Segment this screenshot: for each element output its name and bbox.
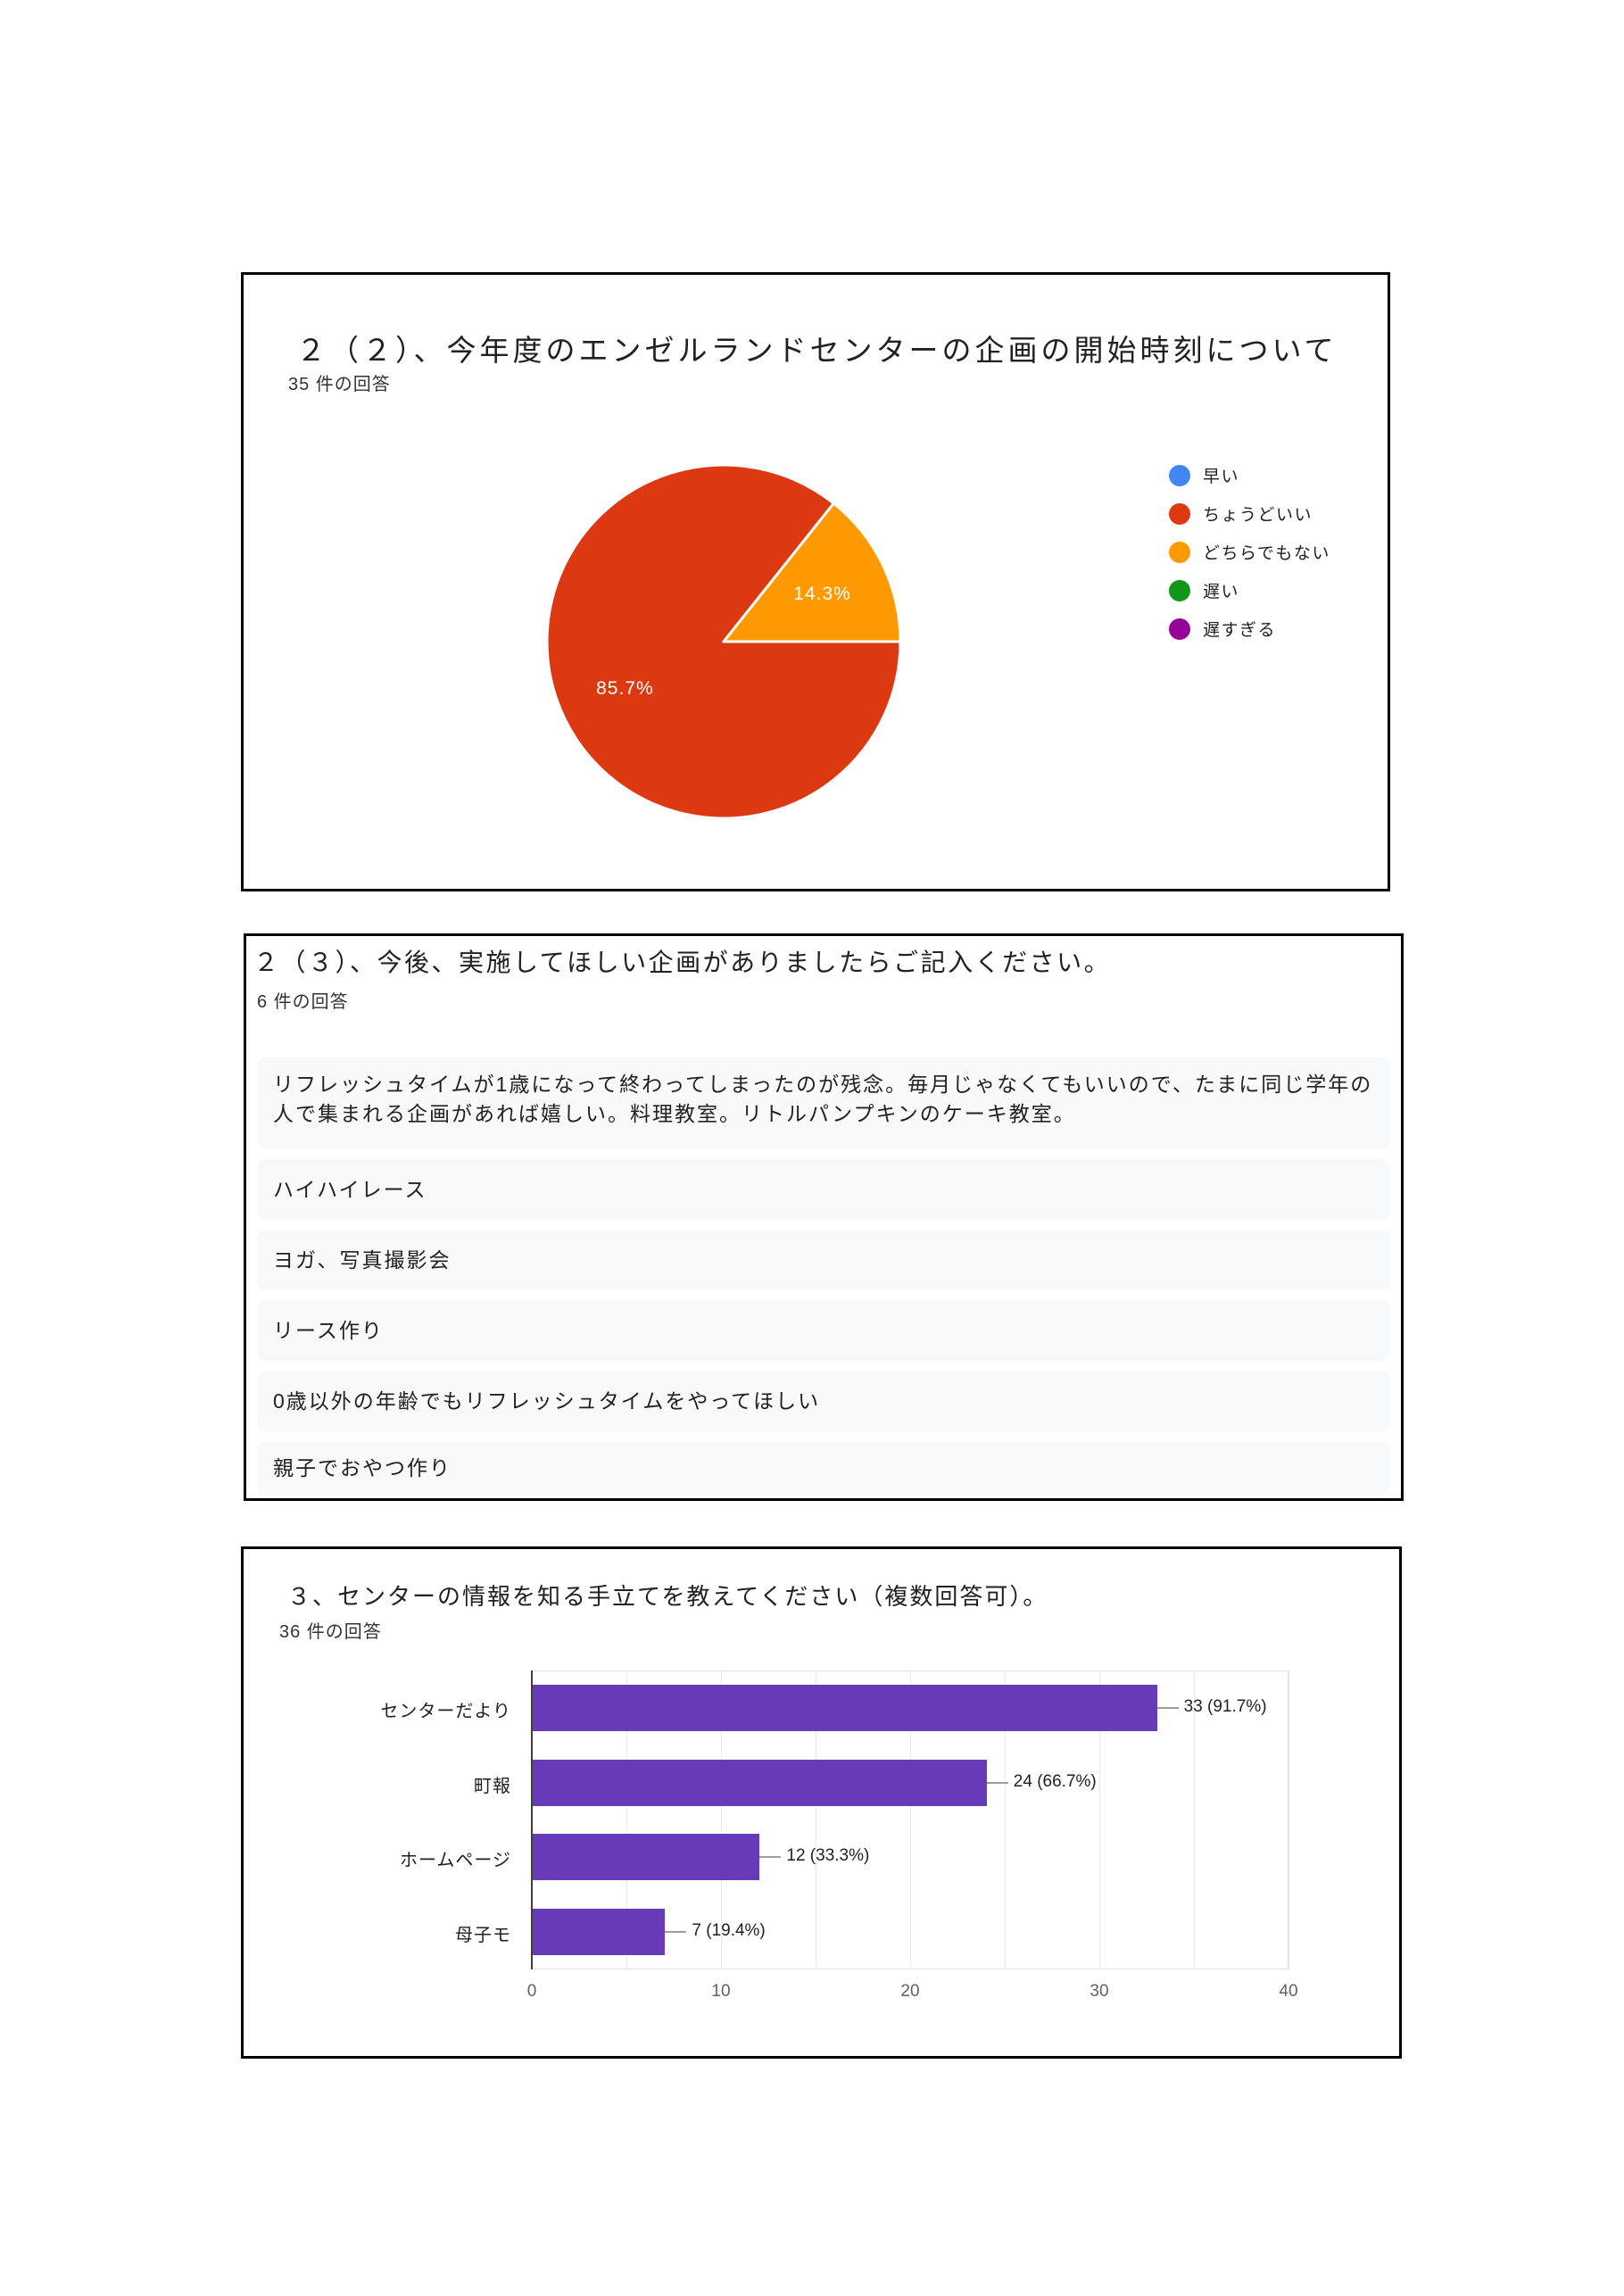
bar-value-label: 24 (66.7%) bbox=[1013, 1771, 1097, 1791]
bar bbox=[533, 1684, 1157, 1731]
bar bbox=[533, 1834, 760, 1881]
legend-dot-icon bbox=[1169, 579, 1190, 601]
response-count: 36 件の回答 bbox=[279, 1622, 382, 1642]
legend-label: ちょうどいい bbox=[1203, 506, 1313, 525]
bar bbox=[533, 1759, 987, 1806]
legend-label: 遅すぎる bbox=[1203, 621, 1277, 640]
value-connector-line bbox=[759, 1856, 782, 1859]
pie-slice bbox=[722, 501, 902, 643]
legend-item: 遅すぎる bbox=[1169, 609, 1330, 648]
legend-item: 遅い bbox=[1169, 571, 1330, 609]
bar-chart: センターだより 33 (91.7%) 町報 24 (66.7%) ホームページ 12 (3… bbox=[244, 1549, 1399, 2056]
grid-line bbox=[721, 1670, 722, 1969]
legend-item: ちょうどいい bbox=[1169, 494, 1330, 533]
pie-slice-label: 85.7% bbox=[596, 678, 654, 700]
response-item: リフレッシュタイムが1歳になって終わってしまったのが残念。毎月じゃなくてもいいの… bbox=[257, 1057, 1390, 1149]
response-item: ヨガ、写真撮影会 bbox=[257, 1230, 1390, 1290]
question-title: ２（２）、今年度のエンゼルランドセンターの企画の開始時刻について bbox=[296, 334, 1338, 367]
x-tick-label: 20 bbox=[900, 1982, 920, 2001]
legend-label: どちらでもない bbox=[1203, 544, 1330, 563]
grid-line bbox=[1194, 1670, 1195, 1969]
grid-line bbox=[910, 1670, 911, 1969]
pie-chart-svg bbox=[545, 463, 902, 820]
response-text: 0歳以外の年齢でもリフレッシュタイムをやってほしい bbox=[273, 1388, 821, 1413]
question-title: ２（３）、今後、実施してほしい企画がありましたらご記入ください。 bbox=[253, 949, 1112, 976]
bar-category-label: ホームページ bbox=[400, 1851, 511, 1871]
bar-category-label: 町報 bbox=[474, 1776, 511, 1796]
response-item: 0歳以外の年齢でもリフレッシュタイムをやってほしい bbox=[257, 1371, 1390, 1431]
x-tick-label: 0 bbox=[526, 1982, 537, 2001]
question-panel-info-sources: ３、センターの情報を知る手立てを教えてください（複数回答可）。 36 件の回答 … bbox=[241, 1546, 1402, 2059]
grid-line bbox=[1005, 1670, 1006, 1969]
bar-category-label: 母子モ bbox=[455, 1926, 511, 1946]
legend-dot-icon bbox=[1169, 464, 1190, 486]
response-count: 6 件の回答 bbox=[257, 992, 349, 1012]
legend-label: 遅い bbox=[1203, 583, 1240, 601]
response-text: 親子でおやつ作り bbox=[273, 1455, 452, 1480]
response-text: ハイハイレース bbox=[273, 1177, 427, 1201]
bar bbox=[533, 1909, 666, 1956]
legend-dot-icon bbox=[1169, 541, 1190, 563]
bar-category-label: センターだより bbox=[380, 1701, 511, 1721]
value-connector-line bbox=[1156, 1706, 1179, 1709]
response-item: リース作り bbox=[257, 1300, 1390, 1361]
question-title: ３、センターの情報を知る手立てを教えてください（複数回答可）。 bbox=[287, 1583, 1048, 1610]
x-tick-label: 40 bbox=[1279, 1982, 1298, 2001]
grid-line bbox=[626, 1670, 627, 1969]
bar-value-label: 7 (19.4%) bbox=[692, 1921, 766, 1941]
pie-slice-label: 14.3% bbox=[793, 583, 851, 604]
response-count: 35 件の回答 bbox=[288, 375, 391, 394]
question-panel-start-time: ２（２）、今年度のエンゼルランドセンターの企画の開始時刻について 35 件の回答… bbox=[241, 272, 1390, 891]
response-text: リース作り bbox=[273, 1318, 384, 1342]
grid-line bbox=[1099, 1670, 1100, 1969]
legend-label: 早い bbox=[1203, 468, 1240, 486]
legend-dot-icon bbox=[1169, 502, 1190, 525]
legend-dot-icon bbox=[1169, 618, 1190, 640]
legend-item: どちらでもない bbox=[1169, 533, 1330, 571]
legend-item: 早い bbox=[1169, 456, 1330, 494]
grid-line bbox=[1288, 1670, 1289, 1969]
value-connector-line bbox=[986, 1781, 1008, 1784]
pie-chart: 85.7% 14.3% bbox=[544, 462, 903, 821]
response-text: ヨガ、写真撮影会 bbox=[273, 1247, 452, 1272]
bar-value-label: 33 (91.7%) bbox=[1183, 1696, 1267, 1716]
value-connector-line bbox=[665, 1931, 687, 1934]
question-panel-requests: ２（３）、今後、実施してほしい企画がありましたらご記入ください。 6 件の回答 … bbox=[244, 933, 1404, 1501]
response-item: 親子でおやつ作り bbox=[257, 1441, 1390, 1495]
bar-value-label: 12 (33.3%) bbox=[786, 1846, 870, 1866]
pie-legend: 早いちょうどいい どちらでもない 遅い遅すぎる bbox=[1169, 456, 1330, 648]
x-tick-label: 10 bbox=[711, 1982, 731, 2001]
y-axis-line bbox=[531, 1670, 533, 1969]
response-text: リフレッシュタイムが1歳になって終わってしまったのが残念。毎月じゃなくてもいいの… bbox=[273, 1073, 1373, 1125]
response-item: ハイハイレース bbox=[257, 1159, 1390, 1220]
x-tick-label: 30 bbox=[1090, 1982, 1109, 2001]
